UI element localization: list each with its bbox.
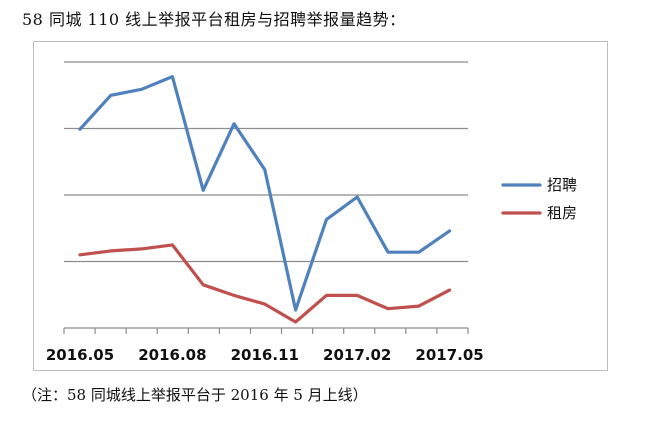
x-tick-label: 2016.05 <box>46 346 114 364</box>
page-title: 58 同城 110 线上举报平台租房与招聘举报量趋势： <box>22 10 406 29</box>
legend-label: 租房 <box>547 204 577 222</box>
legend-label: 招聘 <box>547 176 577 194</box>
gridlines <box>64 61 468 263</box>
x-tick-label: 2017.02 <box>323 346 391 364</box>
footnote: （注：58 同城线上举报平台于 2016 年 5 月上线） <box>22 386 368 404</box>
series-line-0 <box>78 74 452 312</box>
x-tick-label: 2016.08 <box>138 346 206 364</box>
x-tick-label: 2016.11 <box>231 346 299 364</box>
x-axis: 2016.05 2016.08 2016.11 2017.02 2017.05 <box>46 327 484 364</box>
series-line-1 <box>78 243 452 324</box>
chart-frame <box>33 41 608 371</box>
series-lines <box>78 74 452 324</box>
x-tick-label: 2017.05 <box>415 346 483 364</box>
